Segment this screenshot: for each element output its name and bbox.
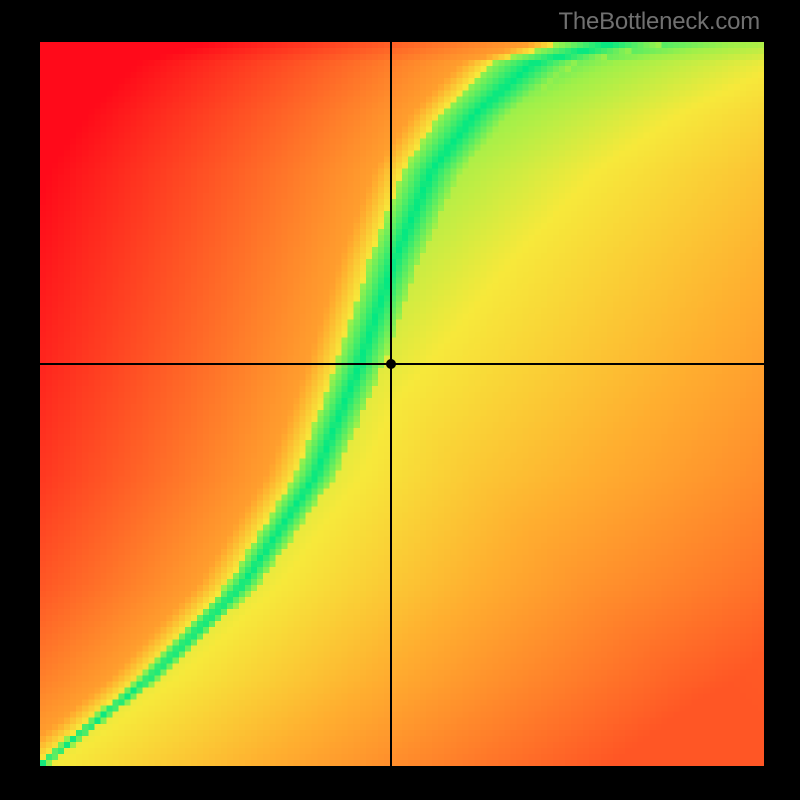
crosshair-horizontal [40,363,764,365]
bottleneck-heatmap [40,42,764,766]
crosshair-vertical [390,42,392,766]
watermark-text: TheBottleneck.com [559,8,761,36]
